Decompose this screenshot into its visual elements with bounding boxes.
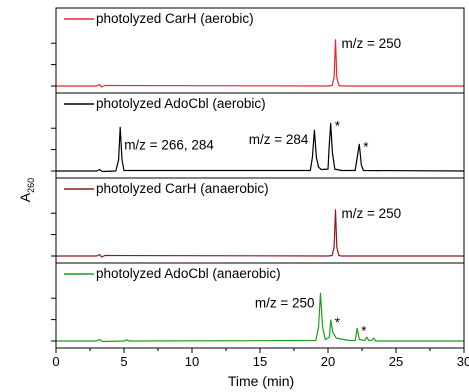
- y-axis-label-subscript: 260: [26, 178, 36, 193]
- legend-label: photolyzed AdoCbl (aerobic): [96, 96, 266, 111]
- peak-annotation: m/z = 250: [255, 295, 315, 310]
- x-tick-label: 25: [389, 354, 403, 369]
- x-tick-label: 5: [120, 354, 127, 369]
- legend-label: photolyzed CarH (anaerobic): [96, 181, 269, 196]
- series-line: [56, 209, 464, 258]
- legend-label: photolyzed CarH (aerobic): [96, 11, 254, 26]
- series-line: [56, 39, 464, 88]
- x-axis-label: Time (min): [228, 373, 294, 389]
- x-tick-label: 20: [321, 354, 335, 369]
- peak-asterisk: *: [363, 139, 369, 154]
- peak-asterisk: *: [335, 118, 341, 133]
- x-tick-label: 15: [253, 354, 267, 369]
- peak-annotation: m/z = 250: [341, 36, 401, 51]
- peak-asterisk: *: [335, 315, 341, 330]
- series-panel: photolyzed AdoCbl (anaerobic) m/z = 250 * *: [56, 266, 464, 343]
- axes: 0 5 10 15 20 25 30: [51, 7, 469, 369]
- x-tick-label: 0: [52, 354, 59, 369]
- series-panel: photolyzed CarH (aerobic) m/z = 250: [56, 11, 464, 88]
- series-line: [56, 122, 465, 173]
- legend-label: photolyzed AdoCbl (anaerobic): [96, 266, 281, 281]
- series-panel: photolyzed CarH (anaerobic) m/z = 250: [56, 181, 464, 258]
- series-panel: photolyzed AdoCbl (aerobic) m/z = 266, 28…: [56, 96, 465, 173]
- y-axis-label-main: A: [17, 192, 33, 202]
- peak-annotation: m/z = 266, 284: [124, 137, 214, 152]
- y-axis-label: A260: [17, 178, 36, 202]
- x-tick-label: 30: [457, 354, 469, 369]
- peak-asterisk: *: [361, 323, 367, 338]
- plot-area: photolyzed CarH (aerobic)m/z = 250photol…: [56, 11, 465, 343]
- peak-annotation: m/z = 284: [249, 132, 309, 147]
- svg-text:A260: A260: [17, 178, 36, 202]
- peak-annotation: m/z = 250: [341, 206, 401, 221]
- x-tick-label: 10: [185, 354, 199, 369]
- series-line: [56, 292, 464, 343]
